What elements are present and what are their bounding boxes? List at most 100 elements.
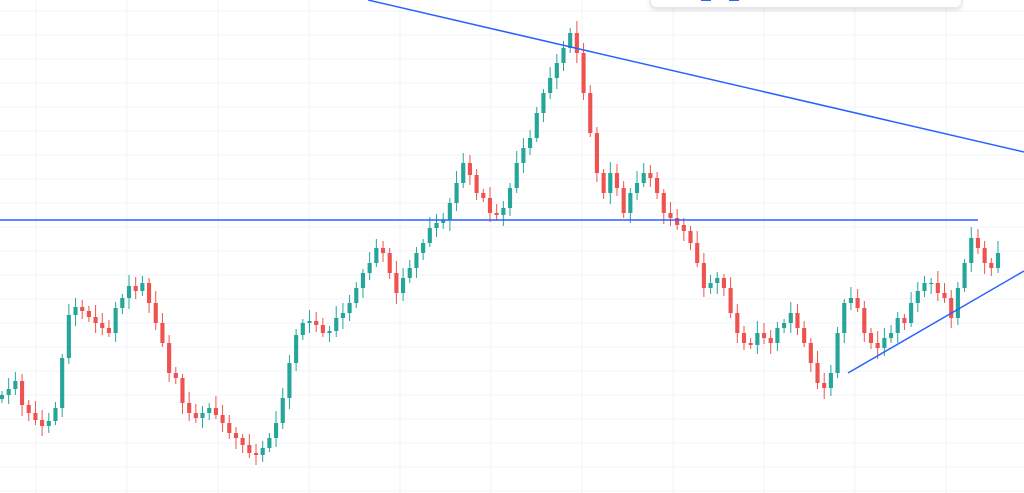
candle-up — [882, 338, 887, 348]
candle-up — [788, 313, 793, 323]
candle-up — [962, 263, 967, 288]
candle-up — [507, 188, 513, 208]
candle-down — [380, 248, 386, 253]
candle-up — [715, 278, 720, 283]
candle-up — [828, 373, 833, 388]
candle-up — [554, 63, 559, 78]
candle-down — [795, 313, 800, 328]
candle-up — [401, 278, 406, 293]
candle-up — [521, 148, 526, 163]
candle-up — [46, 421, 51, 426]
toolbar-color-swatch[interactable] — [701, 0, 711, 1]
candle-down — [942, 293, 947, 298]
candle-down — [180, 378, 185, 403]
upper-trendline[interactable] — [367, 0, 1024, 153]
candle-down — [621, 188, 626, 213]
candle-up — [929, 283, 934, 284]
candle-up — [126, 286, 132, 298]
candle-down — [93, 317, 98, 323]
candle-up — [273, 423, 279, 438]
candle-down — [320, 325, 325, 333]
candle-down — [721, 278, 727, 288]
candle-down — [802, 328, 807, 343]
candle-down — [688, 231, 693, 243]
candle-up — [267, 438, 272, 448]
candle-up — [548, 78, 553, 93]
candle-down — [601, 173, 606, 193]
candle-up — [441, 220, 446, 223]
candle-up — [347, 303, 352, 313]
candle-up — [367, 263, 372, 273]
trend-lines[interactable] — [0, 0, 1024, 374]
candle-up — [755, 333, 760, 345]
candle-down — [661, 193, 666, 213]
candle-down — [681, 225, 686, 231]
candle-down — [695, 243, 700, 263]
candle-up — [782, 323, 787, 328]
candle-up — [66, 315, 71, 358]
candle-up — [0, 395, 5, 399]
candle-up — [528, 138, 533, 148]
candle-down — [768, 338, 773, 343]
candle-down — [187, 403, 192, 413]
candle-down — [594, 133, 599, 173]
candle-up — [708, 283, 713, 288]
candle-down — [481, 193, 486, 198]
candle-down — [808, 343, 813, 363]
candle-up — [842, 303, 847, 333]
candle-up — [501, 208, 506, 215]
candle-down — [748, 343, 753, 345]
candle-up — [922, 283, 927, 291]
candle-up — [280, 398, 285, 423]
lower-trendline[interactable] — [847, 270, 1024, 374]
candle-up — [140, 283, 145, 291]
candle-down — [614, 173, 620, 188]
candle-up — [407, 268, 412, 278]
candle-down — [33, 413, 38, 420]
candle-up — [454, 183, 459, 203]
candle-down — [394, 273, 399, 293]
candle-down — [153, 303, 158, 323]
candle-up — [113, 308, 118, 333]
candle-up — [340, 313, 345, 318]
candle-up — [461, 163, 466, 183]
candle-up — [53, 408, 58, 421]
candle-up — [434, 223, 439, 228]
candle-down — [86, 311, 91, 317]
candle-up — [120, 298, 125, 308]
candle-down — [581, 53, 586, 93]
candle-down — [648, 173, 653, 178]
toolbar-line-swatch[interactable] — [729, 0, 739, 1]
candle-down — [728, 288, 733, 313]
candle-up — [73, 307, 78, 315]
candle-down — [655, 178, 660, 193]
candle-down — [868, 333, 874, 343]
candle-down — [741, 333, 747, 343]
candle-up — [888, 333, 894, 338]
candle-down — [467, 163, 472, 175]
candle-up — [909, 303, 914, 323]
candle-up — [374, 248, 379, 263]
candle-down — [761, 333, 767, 338]
candle-down — [494, 213, 499, 215]
candle-down — [675, 218, 680, 225]
candle-down — [975, 238, 981, 248]
candle-down — [160, 323, 165, 343]
candle-down — [735, 313, 740, 333]
candle-up — [835, 333, 840, 373]
candle-up — [414, 253, 419, 268]
candle-down — [487, 198, 493, 213]
candle-down — [855, 298, 860, 308]
candle-up — [260, 448, 265, 455]
candle-up — [200, 413, 205, 418]
drawing-toolbar[interactable] — [650, 0, 962, 8]
candle-up — [628, 193, 633, 213]
candle-up — [60, 358, 65, 408]
candle-up — [307, 321, 312, 323]
candle-down — [100, 323, 105, 328]
candle-down — [227, 423, 232, 433]
candle-down — [875, 343, 880, 348]
candle-up — [354, 288, 359, 303]
